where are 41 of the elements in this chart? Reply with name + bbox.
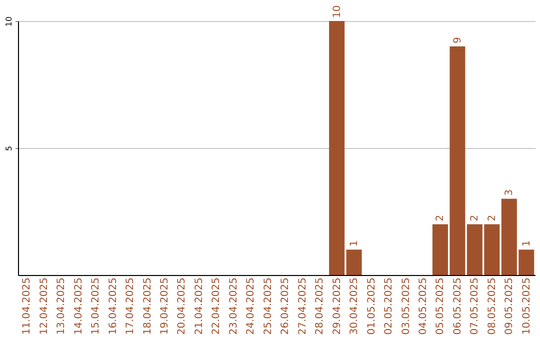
x-tick-label: 04.05.2025 <box>418 278 429 335</box>
x-tick-label: 02.05.2025 <box>384 278 395 335</box>
x-tick-label: 05.05.2025 <box>435 278 446 335</box>
data-label: 2 <box>470 214 481 222</box>
x-tick-label: 07.05.2025 <box>470 278 481 335</box>
x-tick-label: 10.05.2025 <box>521 278 532 335</box>
x-tick-label: 08.05.2025 <box>486 278 498 335</box>
x-tick-label: 30.04.2025 <box>349 278 360 335</box>
x-tick-label: 09.05.2025 <box>504 278 516 335</box>
bar <box>346 250 362 275</box>
data-label: 3 <box>504 189 516 196</box>
data-label: 2 <box>486 214 498 222</box>
y-tick-label: 5 <box>4 146 14 152</box>
x-tick-label: 20.04.2025 <box>176 278 188 335</box>
x-tick-label: 06.05.2025 <box>452 278 464 335</box>
data-label: 1 <box>521 240 532 247</box>
bar <box>329 21 345 275</box>
x-tick-label: 17.04.2025 <box>125 278 136 335</box>
x-tick-label: 22.04.2025 <box>211 278 222 335</box>
x-tick-label: 13.04.2025 <box>56 278 68 335</box>
x-tick-label: 29.04.2025 <box>332 278 343 335</box>
x-tick-label: 24.04.2025 <box>246 278 257 335</box>
x-tick-label: 18.04.2025 <box>142 278 154 335</box>
x-tick-label: 03.05.2025 <box>400 278 412 335</box>
x-tick-label: 25.04.2025 <box>262 278 274 335</box>
x-tick-label: 11.04.2025 <box>22 278 33 335</box>
x-tick-label: 27.04.2025 <box>297 278 308 335</box>
data-label: 1 <box>349 240 360 247</box>
x-tick-label: 14.04.2025 <box>73 278 84 335</box>
data-label: 10 <box>332 5 343 18</box>
x-tick-label: 12.04.2025 <box>38 278 50 335</box>
x-tick-label: 16.04.2025 <box>108 278 119 335</box>
x-tick-label: 01.05.2025 <box>366 278 378 335</box>
data-label: 9 <box>452 37 464 44</box>
x-tick-label: 23.04.2025 <box>228 278 240 335</box>
data-label: 2 <box>435 214 446 222</box>
x-tick-label: 21.04.2025 <box>194 278 205 335</box>
x-tick-label: 15.04.2025 <box>90 278 102 335</box>
x-tick-label: 26.04.2025 <box>280 278 292 335</box>
x-tick-label: 19.04.2025 <box>159 278 170 335</box>
x-tick-label: 28.04.2025 <box>314 278 326 335</box>
